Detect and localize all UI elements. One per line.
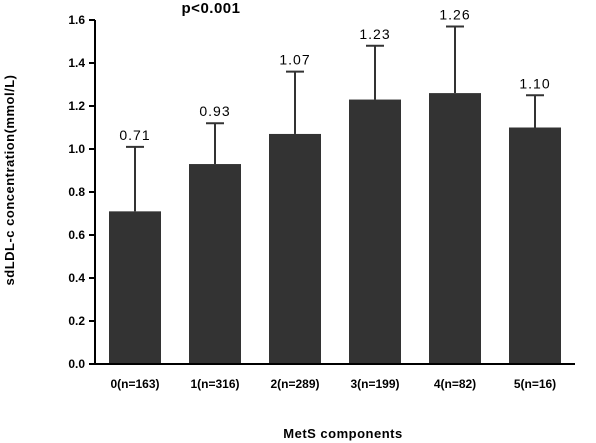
x-tick-label: 5(n=16) — [514, 377, 556, 391]
value-label: 1.23 — [359, 26, 390, 42]
y-tick-label: 1.6 — [68, 13, 85, 27]
y-tick-label: 0.2 — [68, 314, 85, 328]
y-tick-label: 1.4 — [68, 56, 85, 70]
value-label: 1.10 — [519, 75, 550, 91]
value-label: 0.71 — [119, 127, 150, 143]
y-tick-label: 0.6 — [68, 228, 85, 242]
x-axis-label: MetS components — [283, 426, 402, 441]
bar — [509, 127, 561, 364]
bars — [109, 93, 561, 365]
value-label: 1.26 — [439, 6, 470, 22]
bar — [269, 133, 321, 364]
bar — [429, 93, 481, 364]
x-tick-label: 0(n=163) — [110, 377, 159, 391]
bar — [189, 164, 241, 364]
y-tick-label: 0.8 — [68, 185, 85, 199]
x-tick-label: 3(n=199) — [350, 377, 399, 391]
bar — [349, 99, 401, 365]
y-axis-ticks: 0.0 0.2 0.4 0.6 0.8 1.0 1.2 1.4 1.6 — [68, 13, 95, 371]
x-tick-label: 2(n=289) — [270, 377, 319, 391]
x-tick-label: 4(n=82) — [434, 377, 476, 391]
y-tick-label: 0.4 — [68, 271, 85, 285]
value-label: 0.93 — [199, 103, 230, 119]
bar — [109, 211, 161, 364]
x-axis-ticks: 0(n=163) 1(n=316) 2(n=289) 3(n=199) 4(n=82) 5… — [110, 377, 556, 391]
y-tick-label: 1.0 — [68, 142, 85, 156]
value-label: 1.07 — [279, 52, 310, 68]
x-tick-label: 1(n=316) — [190, 377, 239, 391]
value-labels: 0.71 0.93 1.07 1.23 1.26 1.10 — [119, 6, 550, 143]
y-axis-label: sdLDL-c concentration(mmol/L) — [2, 75, 17, 286]
y-tick-label: 0.0 — [68, 357, 85, 371]
error-bars — [126, 25, 544, 212]
p-value-annotation: p<0.001 — [182, 0, 241, 17]
y-tick-label: 1.2 — [68, 99, 85, 113]
